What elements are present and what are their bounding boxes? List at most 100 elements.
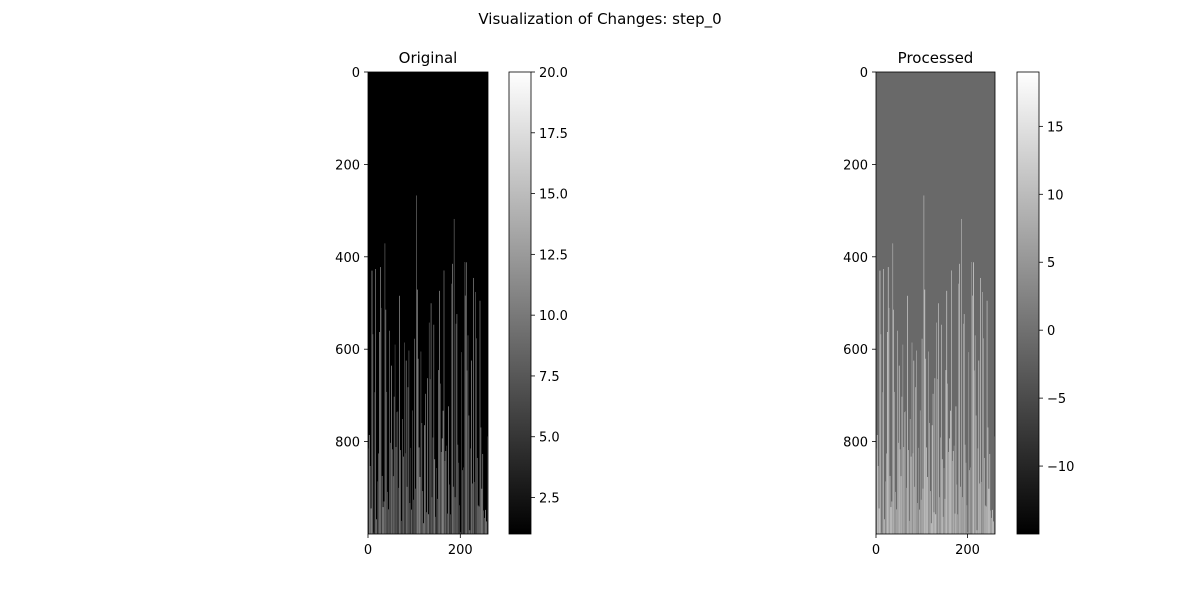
heatmap-streak: [905, 411, 906, 534]
y-tick-label: 200: [843, 158, 868, 173]
heatmap-streak: [974, 335, 976, 534]
heatmap-streak: [371, 270, 373, 534]
colorbar-tick-label: 12.5: [539, 248, 568, 263]
heatmap-streak: [879, 270, 881, 534]
heatmap-streak: [904, 412, 905, 534]
heatmap-streak: [486, 521, 487, 534]
heatmap-streak: [914, 486, 916, 534]
heatmap-streak: [385, 309, 387, 534]
heatmap-streak: [948, 451, 949, 534]
heatmap-streak: [392, 476, 394, 534]
heatmap-streak: [403, 456, 404, 534]
heatmap-streak: [903, 447, 905, 534]
heatmap-streak: [422, 491, 424, 534]
heatmap-streak: [881, 532, 883, 534]
heatmap-streak: [404, 453, 406, 534]
heatmap-streak: [882, 392, 884, 534]
heatmap-streak: [411, 509, 412, 534]
colorbar-tick-label: 2.5: [539, 492, 560, 507]
heatmap-streak: [931, 425, 933, 534]
heatmap-streak: [470, 448, 472, 534]
heatmap-streak: [457, 444, 459, 534]
heatmap-streak: [423, 523, 424, 534]
heatmap-streak: [935, 514, 937, 534]
heatmap-streak: [378, 453, 379, 534]
heatmap-streak: [901, 396, 903, 534]
heatmap-streak: [397, 411, 399, 534]
heatmap-streak: [922, 488, 924, 534]
heatmap-streak: [891, 501, 893, 534]
colorbar-tick-label: 10: [1047, 188, 1064, 203]
heatmap-streak: [957, 514, 959, 534]
panel-processed: Processed 0 200 400 600 800 0 200 −10 −5 0 5 10 15: [843, 49, 1074, 558]
heatmap-streak: [933, 512, 935, 534]
heatmap-streak: [477, 505, 479, 534]
panel-original: Original 0 200 400 600 800 0 200 2.5 5.0 7.5 10.0 12…: [335, 49, 568, 558]
heatmap-streak: [984, 505, 986, 534]
heatmap-streak: [985, 506, 987, 534]
heatmap-streak: [918, 447, 919, 534]
heatmap-streak: [455, 323, 457, 534]
heatmap-streak: [896, 509, 897, 534]
heatmap-streak: [473, 277, 474, 534]
heatmap-streak: [472, 483, 473, 534]
heatmap-streak: [437, 498, 438, 534]
heatmap-streak: [977, 448, 979, 534]
heatmap-streak: [990, 510, 992, 534]
heatmap-streak: [439, 290, 440, 534]
heatmap-streak: [428, 322, 430, 534]
heatmap-streak: [994, 436, 995, 534]
heatmap-streak: [887, 267, 889, 534]
y-tick-label: 600: [335, 343, 360, 358]
heatmap-streak: [412, 410, 413, 534]
heatmap-streak: [390, 442, 391, 534]
x-tick-label: 0: [872, 543, 880, 558]
heatmap-streak: [919, 509, 920, 534]
heatmap-streak: [899, 449, 901, 534]
heatmap-streak: [398, 487, 400, 534]
heatmap-streak: [939, 497, 940, 534]
heatmap-streak: [936, 322, 938, 534]
heatmap-streak: [447, 513, 448, 534]
heatmap-streak: [369, 466, 371, 534]
heatmap-streak: [389, 330, 390, 534]
heatmap-streak: [938, 303, 939, 534]
heatmap-streak: [951, 460, 953, 534]
heatmap-streak: [908, 450, 909, 534]
heatmap-streak: [880, 334, 882, 534]
heatmap-streak: [394, 344, 396, 534]
heatmap-streak: [431, 497, 433, 534]
heatmap-streak: [373, 532, 375, 534]
heatmap-streak: [961, 218, 962, 534]
heatmap-streak: [915, 387, 916, 534]
heatmap-streak: [930, 491, 931, 534]
heatmap-streak: [445, 451, 447, 534]
axes-title: Original: [399, 49, 458, 67]
heatmap-streak: [920, 499, 922, 534]
heatmap-streak: [449, 484, 450, 534]
heatmap-streak: [983, 338, 984, 534]
heatmap-streak: [460, 532, 461, 534]
heatmap-streak: [963, 314, 965, 534]
heatmap-streak: [375, 269, 376, 534]
heatmap-streak: [416, 195, 417, 534]
heatmap-streak: [897, 330, 898, 534]
heatmap-streak: [478, 506, 480, 534]
heatmap-streak: [893, 309, 894, 534]
heatmap-streak: [979, 483, 981, 534]
heatmap-streak: [410, 447, 412, 534]
heatmap-streak: [980, 277, 981, 534]
heatmap-streak: [387, 491, 388, 534]
heatmap-streak: [913, 360, 915, 534]
y-tick-label: 600: [843, 343, 868, 358]
heatmap-streak: [396, 412, 398, 534]
heatmap-streak: [962, 323, 964, 534]
heatmap-streak: [443, 270, 445, 534]
heatmap-streak: [480, 427, 482, 534]
heatmap-streak: [909, 419, 911, 534]
heatmap-streak: [417, 358, 419, 534]
heatmap-streak: [421, 422, 423, 534]
heatmap-streak: [484, 517, 485, 534]
heatmap-streak: [406, 486, 408, 534]
